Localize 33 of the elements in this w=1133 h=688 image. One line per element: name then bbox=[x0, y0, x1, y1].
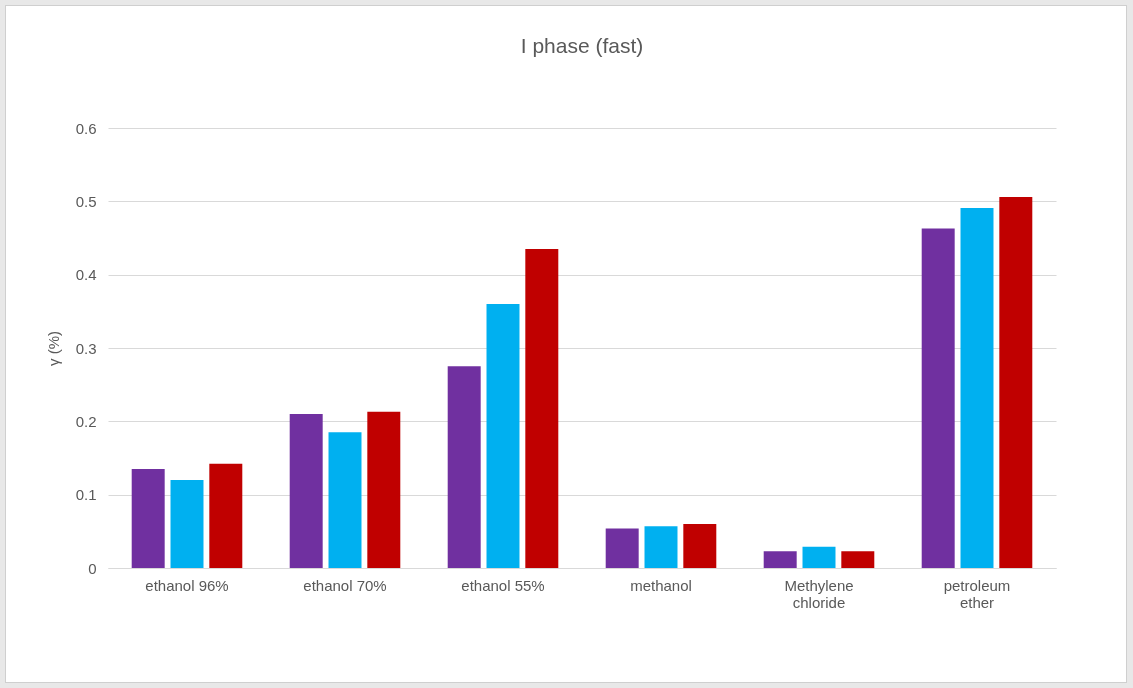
bar bbox=[525, 249, 559, 568]
y-tick-label: 0.1 bbox=[75, 486, 97, 504]
bar bbox=[447, 366, 481, 568]
y-tick-label: 0.2 bbox=[75, 412, 97, 430]
y-tick-label: 0.5 bbox=[75, 192, 97, 210]
bar bbox=[644, 526, 678, 568]
bar bbox=[683, 524, 717, 568]
y-tick-label: 0 bbox=[88, 559, 97, 577]
bar bbox=[209, 463, 243, 568]
bar bbox=[841, 551, 875, 568]
bar bbox=[328, 432, 362, 568]
bar bbox=[999, 196, 1033, 568]
x-tick-label: ethanol 70% bbox=[303, 576, 387, 594]
bar bbox=[921, 228, 955, 568]
y-tick-label: 0.6 bbox=[75, 119, 97, 137]
x-tick-label: Methylene chloride bbox=[784, 576, 854, 611]
bar bbox=[170, 480, 204, 568]
bar bbox=[367, 411, 401, 568]
x-tick-label: ethanol 55% bbox=[461, 576, 545, 594]
y-tick-label: 0.4 bbox=[75, 266, 97, 284]
x-tick-label: methanol bbox=[630, 576, 692, 594]
x-tick-label: ethanol 96% bbox=[145, 576, 229, 594]
bar bbox=[486, 304, 520, 568]
bar bbox=[802, 546, 836, 568]
x-tick-label: petroleum ether bbox=[943, 576, 1011, 611]
bar bbox=[289, 414, 323, 568]
bar bbox=[605, 528, 639, 568]
bar bbox=[131, 469, 165, 568]
bar bbox=[763, 551, 797, 568]
chart-title: I phase (fast) bbox=[520, 34, 644, 57]
y-axis-title: γ (%) bbox=[44, 331, 62, 366]
bar bbox=[960, 207, 994, 568]
y-tick-label: 0.3 bbox=[75, 339, 97, 357]
